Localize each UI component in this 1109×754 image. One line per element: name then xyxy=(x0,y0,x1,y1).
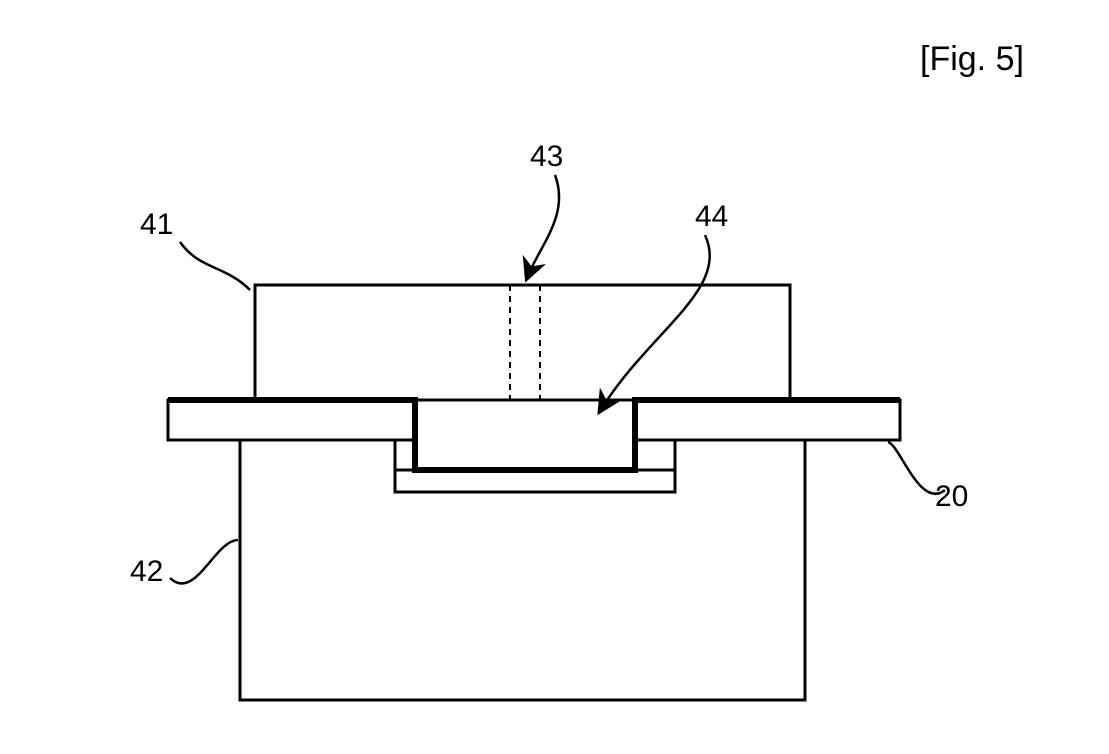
upper-block-41 xyxy=(255,285,790,400)
figure-title: [Fig. 5] xyxy=(920,40,1024,79)
lower-block-42 xyxy=(240,440,805,700)
label-44: 44 xyxy=(695,200,728,234)
label-43: 43 xyxy=(530,140,563,174)
label-41: 41 xyxy=(140,208,173,242)
leader-41 xyxy=(180,242,250,290)
label-20: 20 xyxy=(935,480,968,514)
flange-20-profile xyxy=(168,400,900,470)
diagram-canvas xyxy=(0,0,1109,754)
flange-20 xyxy=(168,400,900,440)
leader-42 xyxy=(170,540,238,584)
leader-44 xyxy=(600,235,710,411)
label-42: 42 xyxy=(130,555,163,589)
flange-20-bottom xyxy=(168,440,900,492)
leader-43 xyxy=(527,175,559,278)
